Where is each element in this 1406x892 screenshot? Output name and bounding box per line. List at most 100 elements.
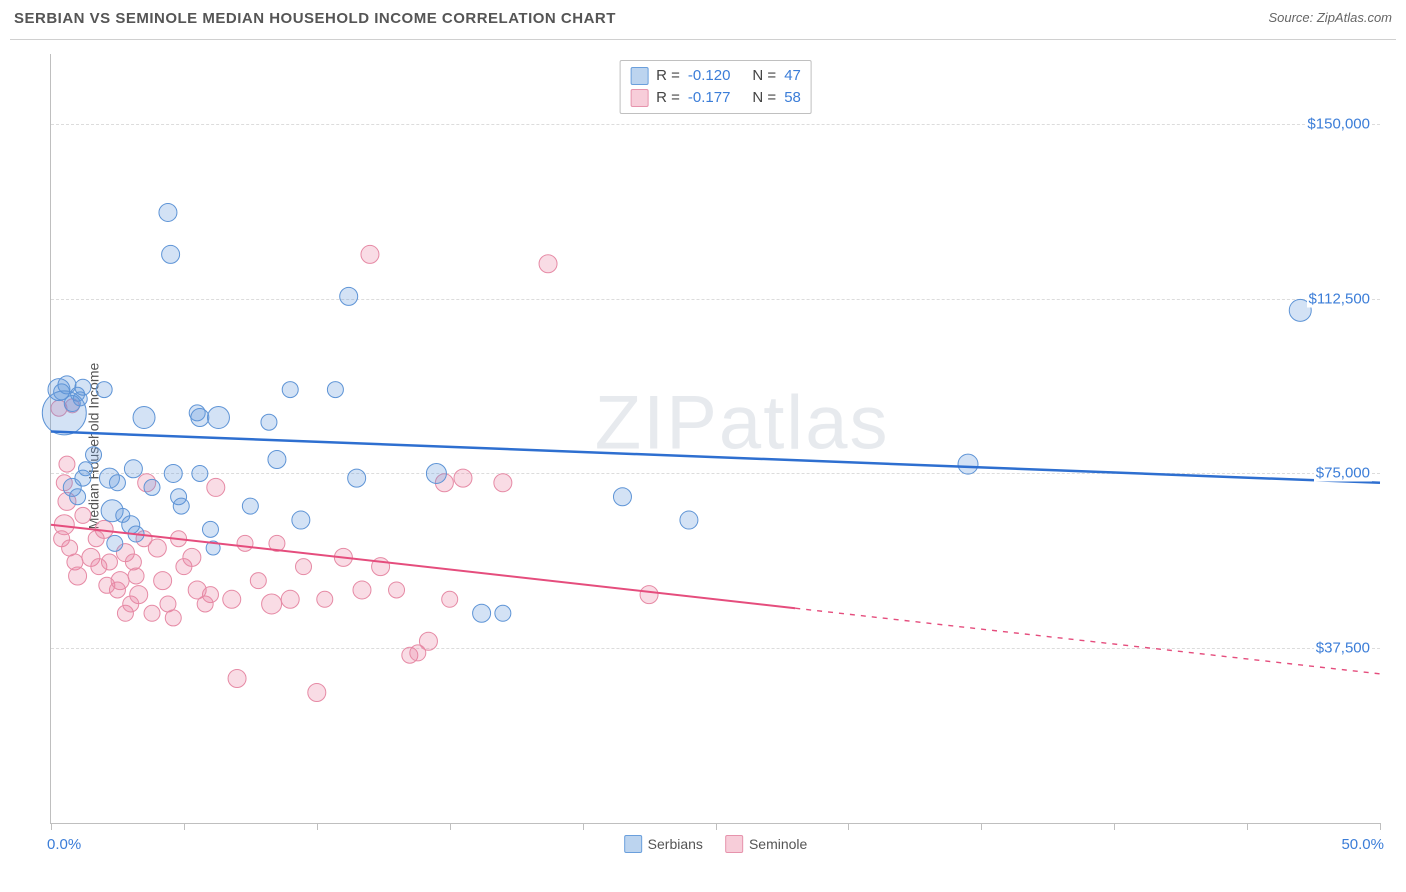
data-point (154, 572, 172, 590)
data-point (268, 450, 286, 468)
data-point (223, 590, 241, 608)
x-tick (51, 823, 52, 830)
swatch-seminole-bottom (725, 835, 743, 853)
data-point (173, 498, 189, 514)
data-point (473, 604, 491, 622)
data-point (128, 568, 144, 584)
data-point (164, 464, 182, 482)
legend-label-serbians: Serbians (648, 836, 703, 852)
data-point (75, 507, 91, 523)
data-point (454, 469, 472, 487)
x-tick (1247, 823, 1248, 830)
data-point (348, 469, 366, 487)
data-point (296, 559, 312, 575)
data-point (107, 535, 123, 551)
y-tick-label: $150,000 (1305, 115, 1372, 132)
r-value-serbians: -0.120 (688, 65, 731, 87)
x-tick (981, 823, 982, 830)
legend-label-seminole: Seminole (749, 836, 807, 852)
trend-line-dashed (795, 608, 1380, 674)
data-point (640, 586, 658, 604)
r-label: R = (656, 65, 680, 87)
data-point (958, 454, 978, 474)
data-point (59, 456, 75, 472)
x-tick (317, 823, 318, 830)
r-label: R = (656, 87, 680, 109)
data-point (207, 407, 229, 429)
n-value-seminole: 58 (784, 87, 801, 109)
y-tick-label: $75,000 (1314, 465, 1372, 482)
x-tick (716, 823, 717, 830)
data-point (109, 475, 125, 491)
data-point (261, 414, 277, 430)
n-label: N = (752, 87, 776, 109)
n-label: N = (752, 65, 776, 87)
chart-header: SERBIAN VS SEMINOLE MEDIAN HOUSEHOLD INC… (10, 10, 1396, 40)
trend-line (51, 432, 1380, 483)
data-point (426, 463, 446, 483)
data-point (133, 407, 155, 429)
data-point (281, 590, 299, 608)
data-point (680, 511, 698, 529)
x-max-label: 50.0% (1341, 836, 1384, 853)
data-point (613, 488, 631, 506)
data-point (96, 382, 112, 398)
data-point (419, 632, 437, 650)
data-point (442, 591, 458, 607)
data-point (327, 382, 343, 398)
legend-row-seminole: R = -0.177 N = 58 (630, 87, 801, 109)
data-point (192, 465, 208, 481)
x-tick (583, 823, 584, 830)
trend-line (51, 525, 795, 609)
source-label: Source: ZipAtlas.com (1268, 10, 1392, 25)
data-point (494, 474, 512, 492)
data-point (144, 479, 160, 495)
data-point (124, 460, 142, 478)
data-point (42, 391, 86, 435)
r-value-seminole: -0.177 (688, 87, 731, 109)
data-point (228, 670, 246, 688)
data-point (317, 591, 333, 607)
x-min-label: 0.0% (47, 836, 81, 853)
data-point (101, 554, 117, 570)
plot-area: ZIPatlas $37,500$75,000$112,500$150,000 … (50, 54, 1380, 824)
data-point (202, 521, 218, 537)
data-point (389, 582, 405, 598)
data-point (340, 287, 358, 305)
swatch-seminole (630, 89, 648, 107)
n-value-serbians: 47 (784, 65, 801, 87)
y-tick-label: $37,500 (1314, 640, 1372, 657)
series-legend: Serbians Seminole (624, 835, 808, 853)
data-point (183, 548, 201, 566)
data-point (125, 554, 141, 570)
data-point (292, 511, 310, 529)
scatter-svg (51, 54, 1380, 823)
x-tick (1380, 823, 1381, 830)
data-point (130, 586, 148, 604)
legend-row-serbians: R = -0.120 N = 47 (630, 65, 801, 87)
data-point (282, 382, 298, 398)
data-point (242, 498, 258, 514)
y-tick-label: $112,500 (1307, 290, 1372, 307)
correlation-legend: R = -0.120 N = 47 R = -0.177 N = 58 (619, 60, 812, 114)
data-point (262, 594, 282, 614)
data-point (495, 605, 511, 621)
chart-title: SERBIAN VS SEMINOLE MEDIAN HOUSEHOLD INC… (14, 10, 616, 27)
data-point (111, 572, 129, 590)
data-point (144, 605, 160, 621)
legend-item-seminole: Seminole (725, 835, 807, 853)
data-point (237, 535, 253, 551)
data-point (361, 245, 379, 263)
data-point (162, 245, 180, 263)
data-point (70, 489, 86, 505)
data-point (148, 539, 166, 557)
data-point (353, 581, 371, 599)
x-tick (184, 823, 185, 830)
data-point (202, 587, 218, 603)
data-point (250, 573, 266, 589)
x-tick (1114, 823, 1115, 830)
x-tick (450, 823, 451, 830)
data-point (207, 478, 225, 496)
x-tick (848, 823, 849, 830)
data-point (308, 684, 326, 702)
